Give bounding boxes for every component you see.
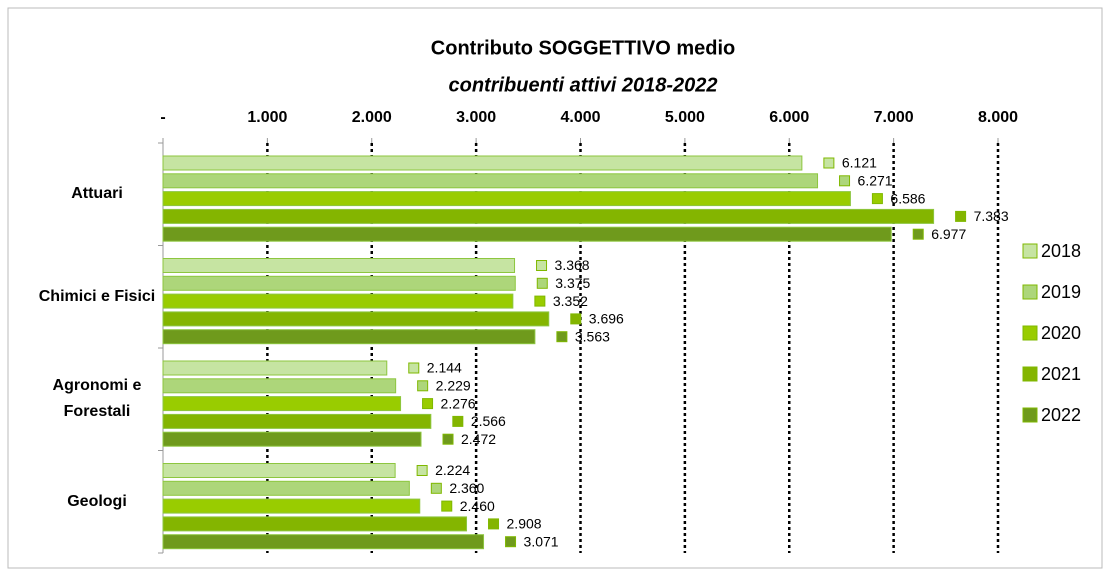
- label-marker: [534, 295, 546, 307]
- label-marker: [442, 433, 454, 445]
- label-marker: [430, 482, 442, 494]
- bar: [162, 208, 935, 224]
- bar: [162, 413, 432, 429]
- label-marker: [871, 193, 883, 205]
- bar: [162, 378, 397, 394]
- data-label: 2.276: [441, 395, 476, 411]
- bar: [162, 275, 516, 291]
- legend-label: 2018: [1041, 241, 1081, 261]
- legend-label: 2021: [1041, 364, 1081, 384]
- x-tick-label: 5.000: [665, 109, 705, 126]
- x-tick-label: 8.000: [978, 109, 1018, 126]
- label-marker: [556, 331, 568, 343]
- data-label: 2.224: [435, 462, 470, 478]
- label-marker: [536, 277, 548, 289]
- bar: [162, 534, 485, 550]
- data-label: 2.472: [461, 431, 496, 447]
- label-marker: [452, 415, 464, 427]
- bar: [162, 498, 421, 514]
- bar: [162, 480, 410, 496]
- data-label: 2.908: [507, 516, 542, 532]
- x-tick-label: 7.000: [874, 109, 914, 126]
- data-label: 3.352: [553, 293, 588, 309]
- data-label: 2.360: [449, 480, 484, 496]
- label-marker: [912, 228, 924, 240]
- label-marker: [488, 518, 500, 530]
- data-label: 2.229: [436, 378, 471, 394]
- category-label: Attuari: [71, 185, 123, 203]
- label-marker: [416, 465, 428, 476]
- chart-subtitle: contribuenti attivi 2018-2022: [449, 74, 718, 96]
- data-label: 2.566: [471, 413, 506, 429]
- label-marker: [422, 398, 434, 410]
- bar: [162, 173, 819, 189]
- bar: [162, 431, 422, 447]
- data-label: 3.696: [589, 311, 624, 327]
- bar: [162, 293, 514, 309]
- category-label: Chimici e Fisici: [38, 287, 156, 305]
- bar: [162, 360, 388, 376]
- category-label: Agronomi e Forestali: [52, 377, 142, 421]
- label-marker: [505, 536, 517, 548]
- x-tick-label: 4.000: [560, 109, 600, 126]
- data-label: 6.586: [890, 190, 925, 206]
- bar: [162, 516, 468, 532]
- data-label: 3.368: [555, 257, 590, 273]
- legend-swatch: [1022, 366, 1038, 382]
- data-label: 2.460: [460, 498, 495, 514]
- data-label: 2.144: [427, 360, 462, 376]
- x-tick-label: 2.000: [352, 109, 392, 126]
- legend-swatch: [1022, 243, 1038, 259]
- data-label: 6.121: [842, 155, 877, 171]
- data-label: 6.977: [931, 226, 966, 242]
- bar: [162, 311, 550, 327]
- data-label: 3.563: [575, 328, 610, 344]
- legend-swatch: [1022, 284, 1038, 300]
- bar: [162, 191, 851, 207]
- x-tick-label: 3.000: [456, 109, 496, 126]
- bar: [162, 258, 516, 273]
- label-marker: [536, 260, 548, 271]
- x-tick-label: -: [160, 109, 165, 126]
- label-marker: [417, 380, 429, 392]
- data-label: 3.071: [524, 533, 559, 549]
- bar: [162, 329, 536, 345]
- data-label: 7.383: [974, 208, 1009, 224]
- bar: [162, 463, 396, 478]
- data-label: 6.271: [858, 173, 893, 189]
- bar: [162, 226, 892, 242]
- x-tick-label: 6.000: [769, 109, 809, 126]
- legend-label: 2020: [1041, 323, 1081, 343]
- label-marker: [823, 157, 835, 169]
- label-marker: [441, 500, 453, 512]
- bar: [162, 396, 402, 412]
- data-label: 3.375: [555, 275, 590, 291]
- label-marker: [408, 362, 420, 374]
- label-marker: [955, 210, 967, 222]
- label-marker: [570, 313, 582, 325]
- legend-label: 2022: [1041, 405, 1081, 425]
- chart-title: Contributo SOGGETTIVO medio: [431, 37, 735, 59]
- label-marker: [839, 175, 851, 187]
- legend-swatch: [1022, 407, 1038, 423]
- x-tick-label: 1.000: [247, 109, 287, 126]
- category-label: Geologi: [67, 492, 127, 510]
- bar: [162, 155, 803, 171]
- legend-label: 2019: [1041, 282, 1081, 302]
- legend-swatch: [1022, 325, 1038, 341]
